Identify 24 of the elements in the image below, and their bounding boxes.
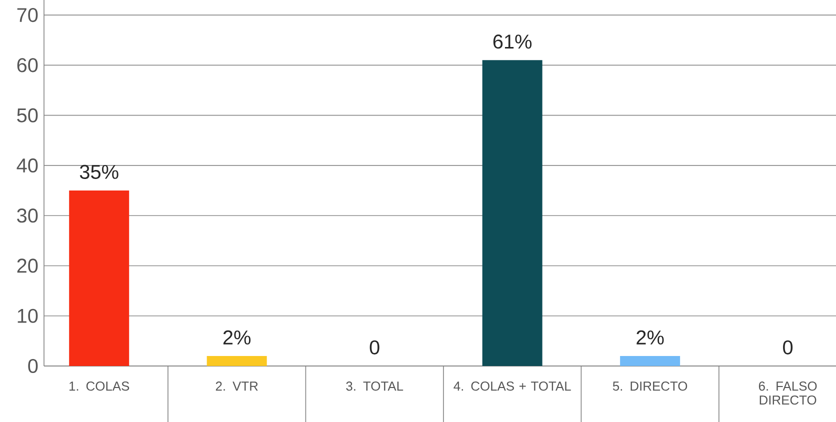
bar (482, 60, 542, 366)
x-tick-label: 1. COLAS (69, 382, 130, 391)
x-tick-label: 3. TOTAL (346, 382, 404, 391)
y-tick-label: 20 (17, 258, 38, 273)
y-tick-label: 60 (17, 58, 38, 72)
y-tick-label: 70 (17, 8, 38, 22)
x-tick-label: 4. COLAS + TOTAL (454, 382, 571, 391)
data-label: 61% (493, 34, 532, 49)
y-tick-label: 10 (18, 308, 38, 323)
bar (69, 190, 130, 366)
y-tick-label: 0 (28, 358, 38, 374)
data-label: 35% (80, 164, 118, 179)
x-tick-label: 6. FALSO DIRECTO (758, 382, 817, 405)
y-tick-label: 40 (16, 158, 38, 173)
data-label: 0 (370, 340, 380, 354)
x-tick-label: 5. DIRECTO (612, 382, 688, 391)
data-label: 2% (636, 330, 664, 344)
x-tick-label: 2. VTR (216, 382, 258, 391)
y-tick-label: 30 (17, 208, 38, 223)
data-label: 0 (783, 340, 793, 354)
bar (620, 356, 680, 366)
data-label: 2% (223, 330, 251, 344)
y-tick-label: 50 (17, 108, 38, 122)
bar (206, 356, 267, 366)
